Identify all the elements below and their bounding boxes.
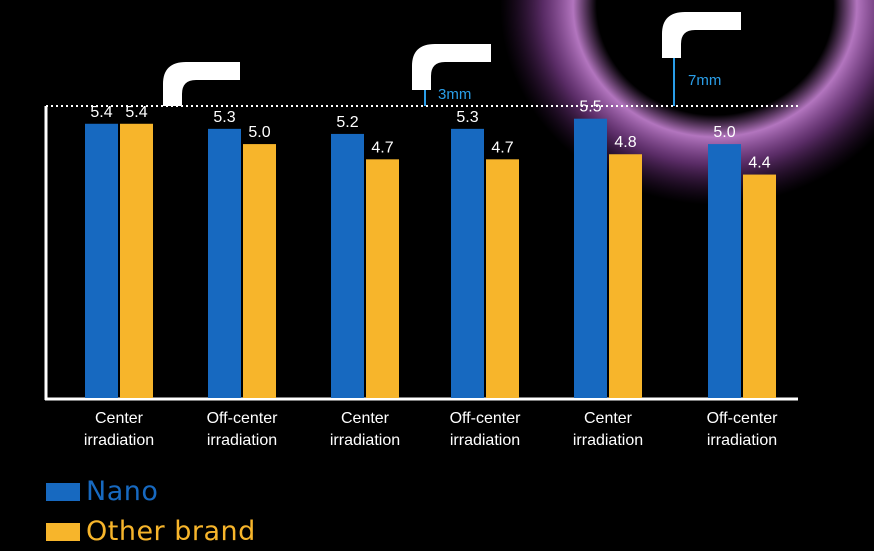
value-label-other-brand-3: 4.7	[371, 139, 393, 156]
value-label-nano-2: 5.3	[213, 109, 235, 126]
bar-nano-3	[331, 133, 364, 399]
x-tick-label-3-line-2: irradiation	[330, 432, 400, 449]
value-label-other-brand-4: 4.7	[491, 139, 513, 156]
x-tick-label-5-line-1: Center	[584, 410, 633, 427]
x-tick-label-3-line-1: Center	[341, 410, 390, 427]
x-tick-label-2-line-1: Off-center	[207, 410, 279, 427]
value-label-other-brand-1: 5.4	[125, 104, 147, 121]
bar-other-brand-5	[609, 154, 642, 398]
x-tick-labels-layer: Center irradiation Off-center irradiation Ce…	[84, 410, 778, 449]
bar-other-brand-4	[486, 159, 519, 398]
bar-nano-1	[85, 123, 118, 398]
bar-nano-6	[708, 144, 741, 398]
legend-label-nano: Nano	[86, 476, 159, 507]
bar-nano-2	[208, 128, 241, 398]
bar-nano-5	[574, 118, 607, 399]
legend-item-other-brand: Other brand	[46, 516, 256, 547]
distance-3mm-label: 3mm	[438, 86, 471, 103]
bars-layer	[85, 118, 776, 399]
x-tick-label-5-line-2: irradiation	[573, 432, 643, 449]
x-tick-label-4-line-2: irradiation	[450, 432, 520, 449]
legend-swatch-nano	[46, 482, 80, 501]
x-tick-label-6-line-1: Off-center	[707, 410, 779, 427]
value-label-nano-6: 5.0	[713, 124, 735, 141]
bar-other-brand-1	[120, 123, 153, 398]
x-tick-label-6-line-2: irradiation	[707, 432, 777, 449]
bar-other-brand-6	[743, 174, 776, 398]
curing-tip-icon	[662, 12, 741, 58]
value-label-other-brand-5: 4.8	[614, 134, 636, 151]
x-tick-label-4-line-1: Off-center	[450, 410, 522, 427]
distance-7mm-label: 7mm	[688, 72, 721, 89]
value-label-nano-5: 5.5	[579, 99, 601, 116]
x-tick-label-1-line-1: Center	[95, 410, 144, 427]
legend-swatch-other-brand	[46, 522, 80, 541]
bar-other-brand-3	[366, 159, 399, 398]
x-tick-label-2-line-2: irradiation	[207, 432, 277, 449]
curing-tip-icon	[412, 44, 491, 90]
value-label-nano-4: 5.3	[456, 109, 478, 126]
x-tick-label-1-line-2: irradiation	[84, 432, 154, 449]
legend-item-nano: Nano	[46, 476, 158, 507]
curing-tip-icon	[163, 62, 240, 106]
value-label-other-brand-2: 5.0	[248, 124, 270, 141]
bar-other-brand-2	[243, 144, 276, 398]
legend-label-other-brand: Other brand	[86, 516, 256, 547]
value-label-nano-3: 5.2	[336, 114, 358, 131]
value-label-nano-1: 5.4	[90, 104, 112, 121]
value-labels-layer: 5.4 5.4 5.3 5.0 5.2 4.7 5.3 4.7 5.5 4.8 5.0 4.4	[90, 99, 770, 172]
value-label-other-brand-6: 4.4	[748, 155, 770, 172]
bar-nano-4	[451, 128, 484, 398]
